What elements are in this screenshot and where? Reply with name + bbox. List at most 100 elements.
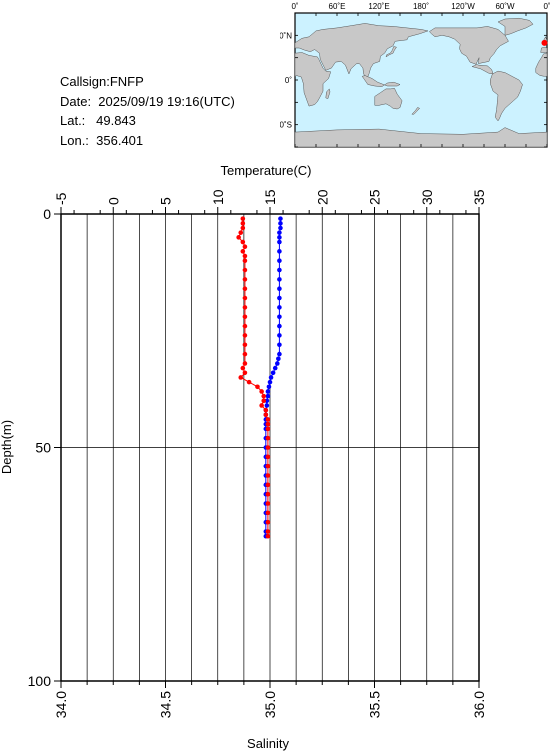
salinity-axis: 34.0 34.5 35.0 35.5 36.0 bbox=[53, 681, 487, 718]
map-longitude-label: 180˚ bbox=[413, 2, 429, 11]
salinity-point bbox=[265, 417, 271, 422]
salinity-point bbox=[242, 314, 248, 320]
salinity-point bbox=[242, 351, 248, 357]
depth-axis-label: Depth(m) bbox=[0, 420, 14, 474]
salinity-point bbox=[261, 393, 267, 399]
salinity-point bbox=[265, 435, 271, 441]
depth-axis: 0 50 100 bbox=[28, 206, 61, 689]
iberia-landmass bbox=[540, 46, 548, 53]
salinity-point bbox=[265, 491, 271, 497]
salinity-point bbox=[265, 421, 271, 427]
temperature-point bbox=[272, 365, 278, 371]
temperature-point bbox=[277, 323, 282, 329]
temperature-point bbox=[277, 333, 282, 338]
temperature-point bbox=[277, 267, 282, 273]
depth-tick-label: 100 bbox=[28, 673, 52, 689]
salinity-point bbox=[265, 533, 271, 539]
salinity-point bbox=[242, 305, 248, 310]
australia-landmass bbox=[374, 87, 403, 110]
salinity-point bbox=[240, 239, 246, 245]
temperature-tick-label: 20 bbox=[314, 189, 330, 205]
salinity-point bbox=[259, 403, 264, 408]
temperature-point bbox=[277, 286, 282, 292]
indonesia-landmass bbox=[361, 75, 401, 87]
location-map: 0˚ 60˚E 120˚E 180˚ 120˚W 60˚W 0˚ 60˚N 0˚ 60˚S bbox=[280, 2, 551, 148]
salinity-point bbox=[242, 342, 248, 348]
greenland-landmass bbox=[497, 17, 534, 36]
salinity-point bbox=[265, 473, 271, 478]
map-longitude-label: 0˚ bbox=[291, 2, 298, 11]
africa-landmass bbox=[294, 52, 332, 107]
salinity-point bbox=[265, 454, 271, 460]
salinity-point bbox=[236, 235, 241, 240]
temperature-point bbox=[277, 239, 282, 245]
salinity-point bbox=[242, 253, 248, 259]
longitude-text: Lon.: 356.401 bbox=[60, 132, 144, 148]
salinity-point bbox=[255, 384, 260, 390]
temperature-tick-label: 5 bbox=[158, 197, 174, 205]
new-zealand-landmass bbox=[411, 107, 421, 115]
depth-tick-label: 0 bbox=[43, 206, 51, 222]
temperature-point bbox=[277, 342, 282, 348]
salinity-point bbox=[259, 389, 264, 394]
salinity-point bbox=[265, 463, 271, 469]
map-latitude-label: 0˚ bbox=[285, 76, 292, 85]
temperature-point bbox=[278, 225, 283, 231]
temperature-tick-label: 10 bbox=[210, 189, 226, 205]
salinity-point bbox=[242, 295, 248, 301]
salinity-point bbox=[263, 407, 269, 413]
salinity-point bbox=[242, 258, 248, 263]
map-ticks bbox=[294, 12, 548, 148]
salinity-point bbox=[242, 323, 248, 329]
date-text: Date: 2025/09/19 19:16(UTC) bbox=[60, 93, 235, 109]
temperature-axis: -5 0 5 10 15 20 25 30 35 bbox=[53, 189, 487, 214]
salinity-point bbox=[265, 529, 271, 534]
temperature-point bbox=[265, 393, 271, 399]
location-marker bbox=[541, 39, 548, 46]
temperature-point bbox=[277, 235, 282, 240]
latitude-text: Lat.: 49.843 bbox=[60, 113, 136, 128]
salinity-tick-label: 35.0 bbox=[262, 691, 278, 718]
temperature-point bbox=[270, 370, 276, 376]
data-series bbox=[236, 216, 283, 539]
salinity-tick-label: 36.0 bbox=[471, 691, 487, 718]
temperature-point bbox=[278, 216, 283, 221]
south-america-landmass bbox=[490, 70, 523, 122]
temperature-point bbox=[275, 361, 280, 366]
map-latitude-labels: 60˚N 0˚ 60˚S bbox=[280, 31, 292, 129]
temperature-point bbox=[277, 305, 282, 310]
salinity-point bbox=[242, 267, 248, 273]
temperature-point bbox=[277, 295, 282, 301]
map-longitude-label: 120˚W bbox=[451, 2, 475, 11]
temperature-point bbox=[268, 375, 274, 380]
salinity-point bbox=[261, 398, 267, 404]
map-longitude-label: 60˚E bbox=[329, 2, 346, 11]
salinity-point bbox=[265, 501, 271, 506]
africa-west-landmass bbox=[535, 52, 548, 77]
salinity-point bbox=[240, 216, 246, 221]
temperature-tick-label: 25 bbox=[367, 189, 383, 205]
japan-landmass bbox=[385, 46, 397, 58]
map-longitude-label: 0˚ bbox=[543, 2, 550, 11]
salinity-point bbox=[240, 249, 246, 254]
temperature-tick-label: -5 bbox=[53, 192, 69, 205]
salinity-point bbox=[242, 286, 248, 292]
temperature-point bbox=[277, 351, 282, 357]
temperature-line bbox=[265, 218, 281, 537]
map-latitude-label: 60˚N bbox=[280, 31, 292, 40]
temperature-point bbox=[277, 314, 282, 320]
temperature-tick-label: 30 bbox=[419, 189, 435, 205]
temperature-point bbox=[265, 389, 271, 394]
temperature-tick-label: 15 bbox=[262, 189, 278, 205]
salinity-point bbox=[265, 510, 271, 516]
temperature-point bbox=[276, 356, 281, 362]
map-longitude-label: 120˚E bbox=[368, 2, 389, 11]
temperature-point bbox=[277, 249, 282, 254]
salinity-axis-label: Salinity bbox=[247, 736, 289, 751]
salinity-point bbox=[265, 426, 271, 432]
salinity-point bbox=[265, 445, 271, 450]
profile-chart: -5 0 5 10 15 20 25 30 35 34.0 34.5 35.0 35.5 36.0 05… bbox=[0, 163, 487, 751]
temperature-axis-label: Temperature(C) bbox=[220, 163, 311, 178]
salinity-tick-label: 35.5 bbox=[367, 691, 383, 718]
salinity-point bbox=[246, 379, 252, 385]
